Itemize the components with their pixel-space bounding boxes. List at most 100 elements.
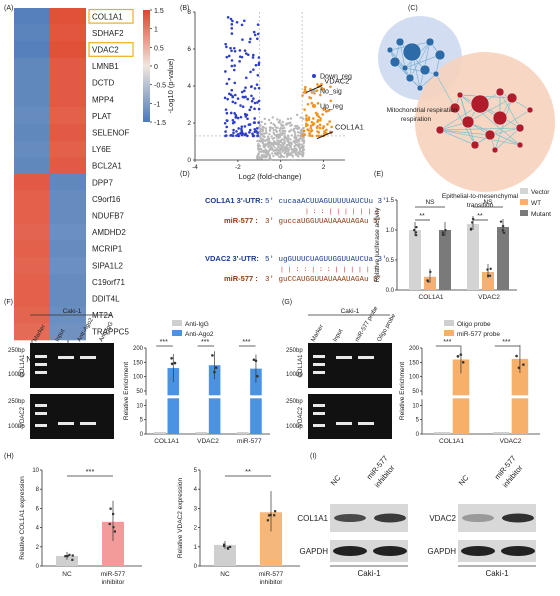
volcano-point-nosig bbox=[260, 155, 263, 158]
volcano-point-nosig bbox=[263, 117, 266, 121]
volcano-point-nosig bbox=[277, 135, 280, 138]
volcano-point-nosig bbox=[261, 129, 264, 133]
volcano-point-down bbox=[224, 108, 228, 111]
network-node-emt bbox=[470, 94, 490, 114]
volcano-point-nosig bbox=[302, 126, 305, 130]
gel-row-label: VDAC2 bbox=[20, 406, 26, 427]
pulldown-y-tick-label: 150 bbox=[409, 360, 420, 366]
volcano-point-down bbox=[257, 63, 261, 67]
heatmap-cell-nc bbox=[14, 157, 50, 175]
data-point bbox=[68, 553, 71, 557]
volcano-point-up bbox=[321, 113, 324, 116]
volcano-point-down bbox=[256, 37, 259, 41]
volcano-point-nosig bbox=[279, 133, 282, 136]
volcano-point-nosig bbox=[287, 152, 290, 155]
rip-bar-break bbox=[236, 395, 266, 399]
volcano-point-nosig bbox=[282, 155, 286, 159]
qpcr-vdac2-x-label: miR-577 bbox=[259, 571, 284, 578]
heatmap-gene-label: MCRIP1 bbox=[92, 245, 123, 254]
qpcr-col1a1-y-label: Relative COL1A1 expression bbox=[19, 476, 26, 560]
qpcr-vdac2-y-tick-label: 1 bbox=[194, 545, 198, 551]
volcano-point-nosig bbox=[283, 126, 286, 130]
network-node-mito bbox=[401, 64, 409, 72]
volcano-point-nosig bbox=[282, 124, 285, 127]
heatmap-gene-label: COL1A1 bbox=[92, 12, 123, 21]
volcano-point-nosig bbox=[271, 126, 274, 130]
network-node-emt bbox=[435, 125, 445, 135]
volcano-point-down bbox=[248, 108, 252, 112]
blot-row-label: VDAC2 bbox=[429, 514, 456, 523]
network-node-emt bbox=[516, 141, 524, 149]
volcano-point-down bbox=[256, 32, 260, 36]
panel-label-f: (F) bbox=[4, 299, 13, 306]
network-node-mito bbox=[386, 46, 394, 54]
data-point bbox=[269, 513, 272, 517]
sig-text-ns: NS bbox=[483, 199, 493, 206]
qpcr-vdac2-y-label: Relative VDAC2 expression bbox=[177, 478, 184, 559]
volcano-point-nosig bbox=[293, 141, 297, 145]
volcano-point-nosig bbox=[267, 145, 270, 149]
heatmap-gene-label: DPP7 bbox=[92, 178, 113, 187]
network-node-mito bbox=[389, 56, 401, 68]
colorbar-tick-label: 1 bbox=[154, 27, 158, 34]
pulldown-y-label: Relative Enrichment bbox=[399, 362, 406, 420]
volcano-point-down bbox=[224, 70, 227, 73]
network-edge bbox=[439, 129, 476, 146]
network-edge bbox=[389, 49, 411, 79]
gel-band bbox=[313, 412, 325, 415]
luciferase-y-tick-label: 1.0 bbox=[386, 228, 395, 234]
heatmap-gene-label: PLAT bbox=[92, 112, 112, 121]
volcano-y-tick-label: 0 bbox=[187, 157, 191, 164]
volcano-point-nosig bbox=[293, 144, 296, 148]
volcano-point-nosig bbox=[289, 124, 292, 127]
volcano-point-up bbox=[309, 124, 313, 128]
volcano-point-nosig bbox=[257, 157, 261, 160]
volcano-point-nosig bbox=[268, 132, 271, 136]
volcano-point-nosig bbox=[285, 155, 289, 158]
qpcr-vdac2-y-tick-label: 3 bbox=[194, 506, 198, 512]
volcano-point-down bbox=[255, 127, 259, 130]
seq-label-mir: miR-577 : bbox=[224, 216, 258, 225]
network-node-emt bbox=[495, 87, 505, 97]
volcano-point-nosig bbox=[286, 117, 290, 121]
volcano-point-down bbox=[223, 96, 227, 100]
seq-label-mir: miR-577 : bbox=[224, 274, 258, 283]
volcano-point-up bbox=[308, 96, 311, 99]
volcano-point-nosig bbox=[285, 143, 289, 147]
volcano-point-up bbox=[309, 87, 312, 91]
cluster-label-mito: respiration bbox=[401, 116, 432, 123]
highlight-box bbox=[88, 42, 134, 57]
heatmap-gene-label: DDIT4L bbox=[92, 294, 120, 303]
sig-text: *** bbox=[502, 339, 510, 346]
volcano-point-up bbox=[307, 116, 311, 119]
volcano-point-nosig bbox=[275, 133, 279, 137]
volcano-point-down bbox=[256, 101, 259, 104]
volcano-point-nosig bbox=[298, 137, 302, 141]
data-point bbox=[471, 221, 474, 224]
volcano-point-nosig bbox=[272, 122, 275, 126]
volcano-point-nosig bbox=[290, 142, 293, 145]
volcano-point-nosig bbox=[303, 140, 306, 143]
blot-cell-label: Caki-1 bbox=[485, 569, 509, 578]
volcano-point-nosig bbox=[281, 120, 284, 124]
pulldown-x-label: COL1A1 bbox=[439, 438, 464, 445]
luciferase-legend-label: WT bbox=[531, 200, 541, 207]
data-point bbox=[486, 274, 490, 277]
gel-f-vdac2 bbox=[30, 394, 114, 439]
volcano-point-down bbox=[232, 46, 236, 50]
volcano-point-nosig bbox=[294, 153, 298, 156]
volcano-point-nosig bbox=[279, 155, 282, 159]
network-edge bbox=[409, 41, 431, 79]
volcano-legend-dot bbox=[312, 74, 316, 78]
volcano-point-down bbox=[223, 121, 227, 125]
volcano-point-down bbox=[257, 56, 261, 59]
sig-text: *** bbox=[86, 467, 95, 476]
rip-bar bbox=[167, 368, 180, 434]
pulldown-bar-break bbox=[433, 395, 476, 399]
volcano-point-nosig bbox=[298, 152, 302, 156]
network-node-emt bbox=[491, 146, 499, 154]
qpcr-vdac2-bar bbox=[260, 512, 282, 566]
luciferase-legend-swatch bbox=[520, 199, 528, 205]
volcano-point-down bbox=[251, 134, 255, 138]
volcano-point-up bbox=[329, 85, 332, 89]
